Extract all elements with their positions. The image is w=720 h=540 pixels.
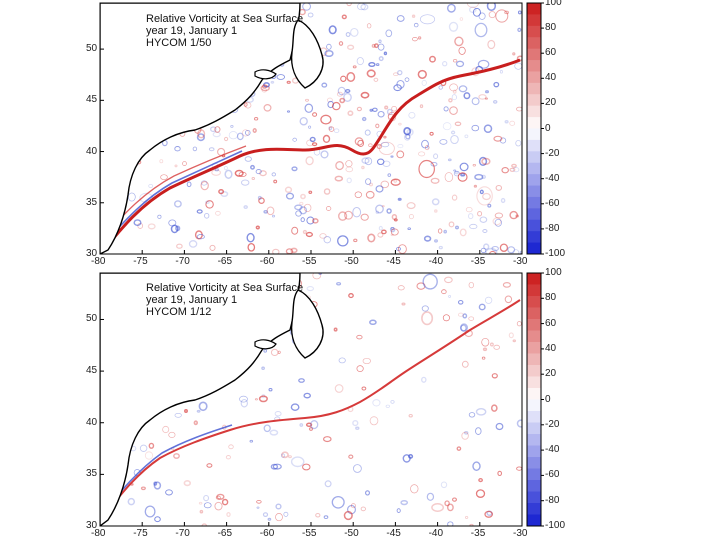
colorbar-tick-label: 20 [545, 97, 557, 109]
y-tick-label: 40 [86, 145, 98, 157]
colorbar-tick-label: -80 [545, 222, 560, 234]
x-tick-label: -60 [259, 256, 275, 267]
x-tick-label: -65 [217, 528, 233, 539]
colorbar-tick-label: -100 [545, 248, 566, 259]
x-tick-label: -55 [302, 528, 317, 539]
colorbar-tick-label: -40 [545, 444, 560, 456]
x-tick-label: -50 [344, 256, 359, 267]
y-tick-label: 30 [86, 248, 98, 259]
north-america-landmass [100, 3, 301, 254]
x-tick-label: -70 [175, 256, 190, 267]
colorbar-tick-label: -60 [545, 197, 560, 209]
colorbar-tick-label: -20 [545, 147, 560, 159]
x-tick-label: -70 [175, 528, 190, 539]
colorbar-tick-label: 80 [545, 292, 557, 304]
colorbar-tick-label: 60 [545, 47, 557, 59]
colorbar-tick-label: -60 [545, 469, 560, 481]
colorbar-tick-label: -40 [545, 172, 560, 184]
y-tick-label: 50 [86, 43, 98, 55]
x-tick-label: -75 [133, 256, 148, 267]
y-tick-label: 30 [86, 520, 98, 531]
colorbar-tick-label: 60 [545, 317, 557, 329]
map-title-block-bottom: Relative Vorticity at Sea Surface year 1… [146, 282, 303, 318]
x-tick-label: -30 [513, 528, 528, 539]
y-tick-label: 35 [86, 468, 98, 480]
colorbar-top [526, 2, 544, 255]
colorbar-tick-label: 80 [545, 22, 557, 34]
x-tick-label: -75 [133, 528, 148, 539]
north-america-landmass-bottom [100, 273, 301, 526]
map-title: Relative Vorticity at Sea Surface [146, 13, 304, 25]
x-tick-label: -65 [217, 256, 233, 267]
x-tick-label: -55 [302, 256, 317, 267]
colorbar-tick-label: -100 [545, 520, 566, 531]
colorbar-tick-label: 0 [545, 393, 551, 405]
vorticity-map-bottom [99, 272, 544, 527]
gulf-stream-front [100, 58, 521, 253]
colorbar-tick-label: 100 [545, 0, 562, 8]
x-tick-label: -80 [91, 528, 106, 539]
map-model: HYCOM 1/12 [146, 306, 212, 318]
x-tick-label: -40 [428, 528, 444, 539]
map-panel-bottom: Relative Vorticity at Sea Surface year 1… [0, 267, 720, 540]
map-date: year 19, January 1 [146, 294, 238, 306]
y-tick-label: 50 [86, 313, 98, 325]
colorbar-tick-label: 40 [545, 342, 557, 354]
gulf-stream-front-bottom [101, 299, 521, 519]
x-tick-label: -80 [91, 256, 106, 267]
colorbar-bottom [526, 272, 544, 527]
colorbar-tick-label: -20 [545, 418, 560, 430]
x-tick-label: -45 [386, 256, 401, 267]
map-panel-top: Relative Vorticity at Sea Surface year 1… [86, 0, 566, 267]
x-tick-label: -50 [344, 528, 359, 539]
newfoundland-island-bottom [290, 289, 324, 359]
x-tick-label: -30 [513, 256, 528, 267]
x-tick-label: -45 [386, 528, 401, 539]
colorbar-tick-label: -80 [545, 494, 560, 506]
y-tick-label: 40 [86, 416, 98, 428]
y-tick-label: 45 [86, 365, 98, 377]
colorbar-tick-label: 40 [545, 72, 557, 84]
colorbar-tick-label: 20 [545, 368, 557, 380]
x-tick-label: -35 [470, 256, 486, 267]
x-tick-label: -40 [428, 256, 444, 267]
map-title: Relative Vorticity at Sea Surface [146, 282, 304, 294]
vorticity-map-top [99, 2, 544, 255]
map-date: year 19, January 1 [146, 25, 238, 37]
y-tick-label: 45 [86, 94, 98, 106]
newfoundland-island [290, 19, 324, 89]
y-tick-label: 35 [86, 196, 98, 208]
colorbar-tick-label: 0 [545, 122, 551, 134]
map-model: HYCOM 1/50 [146, 37, 212, 49]
x-tick-label: -35 [470, 528, 486, 539]
map-title-block-top: Relative Vorticity at Sea Surface year 1… [146, 13, 303, 49]
x-tick-label: -60 [259, 528, 275, 539]
colorbar-tick-label: 100 [545, 267, 562, 278]
